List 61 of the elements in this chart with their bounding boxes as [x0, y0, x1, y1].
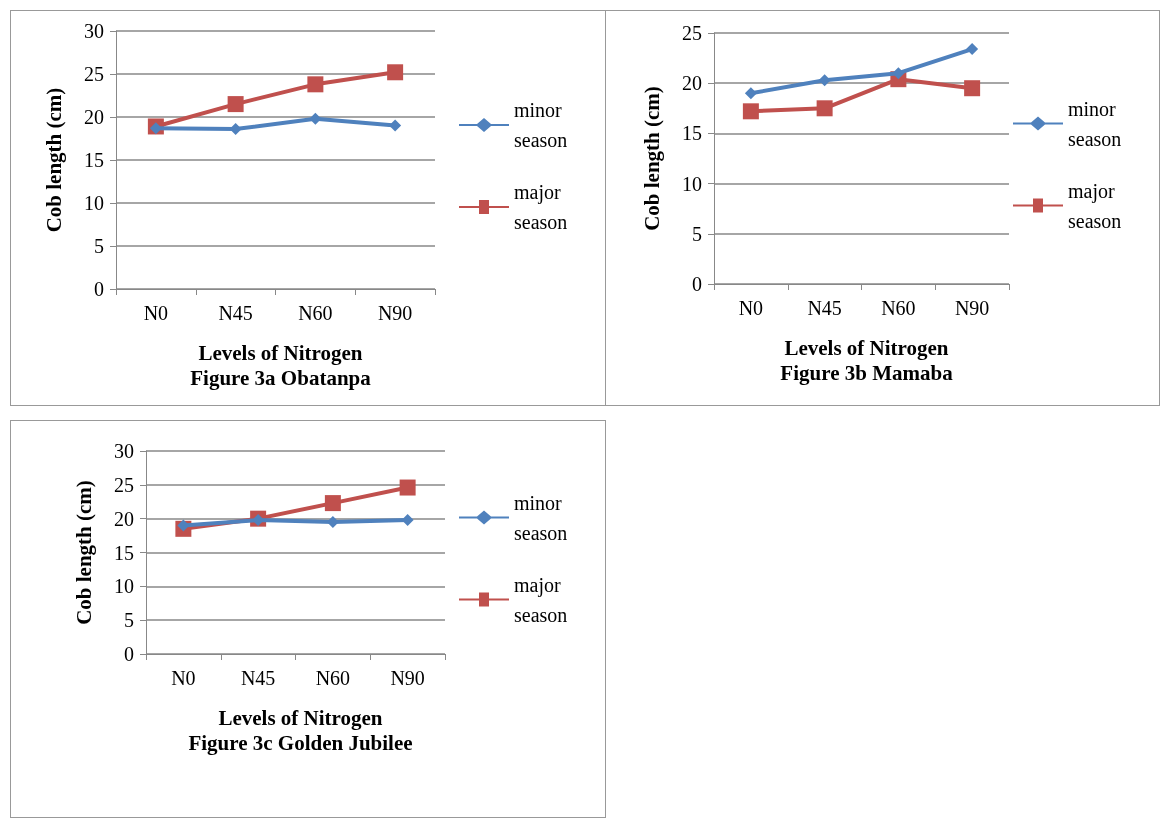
- y-tick-label: 15: [114, 541, 134, 564]
- y-tick-label: 0: [692, 273, 702, 295]
- point: [964, 80, 981, 97]
- y-tick-label: 20: [114, 507, 134, 530]
- x-tick-label: N60: [315, 667, 351, 689]
- legend-label: minor season: [514, 99, 568, 151]
- x-axis-title: Levels of Nitrogen: [784, 335, 949, 360]
- point: [742, 103, 759, 120]
- y-tick-label: 0: [94, 278, 104, 300]
- x-tick-label: N60: [881, 297, 916, 319]
- y-tick-label: 5: [124, 609, 134, 632]
- y-tick-label: 15: [682, 122, 702, 145]
- point: [387, 64, 404, 81]
- y-tick-label: 30: [84, 20, 104, 42]
- y-tick-label: 10: [114, 575, 134, 598]
- point: [816, 100, 833, 117]
- x-tick-label: N45: [807, 297, 842, 319]
- y-tick-label: 25: [682, 22, 702, 44]
- point: [227, 96, 244, 113]
- x-tick-label: N45: [240, 667, 276, 689]
- point: [892, 67, 905, 80]
- point: [744, 87, 757, 100]
- legend-label: major season: [514, 181, 568, 233]
- y-tick-label: 10: [682, 172, 702, 195]
- x-axis-title: Levels of Nitrogen: [198, 340, 363, 365]
- x-tick-label: N0: [171, 667, 196, 689]
- y-axis-title: Cob length (cm): [71, 480, 96, 625]
- legend-label: major season: [1068, 179, 1122, 232]
- y-tick-label: 20: [682, 72, 702, 95]
- y-axis-title: Cob length (cm): [639, 86, 664, 231]
- point: [399, 479, 416, 496]
- point: [307, 76, 324, 93]
- x-axis-title: Levels of Nitrogen: [218, 705, 383, 730]
- legend-label: major season: [514, 573, 568, 626]
- x-tick-label: N90: [377, 302, 413, 324]
- y-tick-label: 5: [94, 235, 104, 257]
- point: [966, 43, 979, 56]
- point: [818, 74, 831, 87]
- legend-label: minor season: [514, 491, 568, 544]
- x-tick-label: N0: [738, 297, 764, 319]
- y-axis-title: Cob length (cm): [41, 87, 66, 233]
- x-tick-label: N90: [390, 667, 425, 689]
- y-tick-label: 0: [124, 643, 134, 665]
- x-tick-label: N90: [954, 297, 990, 319]
- y-tick-label: 25: [84, 63, 104, 85]
- text: Figure 3a Obatanpa: [190, 365, 372, 390]
- x-tick-label: N0: [143, 302, 169, 324]
- x-tick-label: N45: [218, 302, 253, 324]
- x-tick-label: N60: [298, 302, 333, 324]
- y-tick-label: 15: [84, 149, 104, 171]
- y-tick-label: 30: [114, 440, 134, 462]
- point: [324, 495, 341, 512]
- point: [389, 119, 402, 132]
- text: Figure 3b Mamaba: [780, 360, 954, 385]
- legend-label: minor season: [1068, 97, 1122, 150]
- y-tick-label: 25: [114, 473, 134, 496]
- y-tick-label: 20: [84, 106, 104, 128]
- point: [149, 122, 162, 135]
- y-tick-label: 10: [84, 192, 104, 214]
- text: Figure 3c Golden Jubilee: [188, 730, 413, 755]
- y-tick-label: 5: [692, 222, 702, 245]
